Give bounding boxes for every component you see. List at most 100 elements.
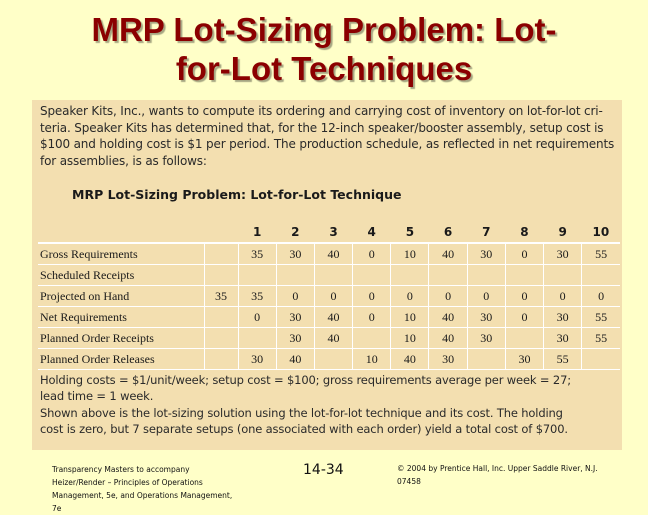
- period-header: 4: [352, 222, 391, 244]
- lot-sizing-table: 1 2 3 4 5 6 7 8 9 10 Gross Requirements 35 30 40 0 10 40…: [38, 222, 620, 370]
- period-value-cell: 0: [352, 306, 392, 328]
- period-value-cell: [581, 264, 620, 286]
- period-value-cell: 0: [313, 285, 354, 307]
- period-value-cell: 30: [275, 306, 315, 328]
- header-blank-cell: [204, 222, 239, 244]
- period-value-cell: 30: [466, 327, 506, 349]
- intro-line: teria. Speaker Kits has determined that,…: [40, 120, 604, 135]
- period-value-cell: 55: [581, 327, 620, 349]
- table-row: Planned Order Receipts 30 40 10 40 30 30 55: [38, 327, 620, 349]
- table-row: Gross Requirements 35 30 40 0 10 40 30 0 30 55: [38, 242, 620, 265]
- period-value-cell: [352, 327, 392, 349]
- period-value-cell: 0: [543, 285, 583, 307]
- initial-value-cell: [203, 327, 239, 349]
- footer-credit-line: Transparency Masters to accompany: [52, 465, 190, 474]
- slide-title-line-1: MRP Lot-Sizing Problem: Lot-: [91, 11, 557, 48]
- period-header: 7: [467, 222, 506, 244]
- table-row: Planned Order Releases 30 40 10 40 30 30 55: [38, 348, 620, 370]
- copyright-line: 07458: [397, 477, 421, 486]
- period-value-cell: 40: [313, 242, 354, 265]
- period-value-cell: 0: [390, 285, 430, 307]
- summary-line: cost is zero, but 7 separate setups (one…: [40, 421, 568, 436]
- row-label: Net Requirements: [38, 306, 205, 328]
- period-value-cell: 0: [275, 285, 315, 307]
- period-value-cell: 0: [504, 306, 545, 328]
- footer-credit-line: Heizer/Render – Principles of Operations: [52, 478, 203, 487]
- period-value-cell: 40: [428, 306, 468, 328]
- period-value-cell: [313, 348, 354, 370]
- period-value-cell: 30: [543, 306, 583, 328]
- period-value-cell: [428, 264, 468, 286]
- period-value-cell: 55: [543, 348, 583, 370]
- intro-line: for assemblies, is as follows:: [40, 153, 207, 168]
- summary-line: Shown above is the lot-sizing solution u…: [40, 406, 563, 420]
- footer-credit-line: Management, 5e, and Operations Managemen…: [52, 491, 233, 500]
- period-value-cell: 30: [543, 242, 583, 265]
- period-value-cell: 10: [390, 327, 430, 349]
- initial-value-cell: [203, 306, 239, 328]
- period-header: 1: [238, 222, 277, 244]
- slide-title-line-2: for-Lot Techniques: [175, 50, 473, 87]
- initial-value-cell: [203, 264, 239, 286]
- period-value-cell: 30: [275, 242, 315, 265]
- period-value-cell: 55: [581, 306, 620, 328]
- intro-line: $100 and holding cost is $1 per period. …: [40, 137, 615, 151]
- period-value-cell: 55: [581, 242, 620, 265]
- period-value-cell: 40: [428, 327, 468, 349]
- footnote-line: lead time = 1 week.: [40, 388, 154, 403]
- period-value-cell: 0: [581, 285, 620, 307]
- period-value-cell: 40: [390, 348, 430, 370]
- initial-value-cell: 35: [203, 285, 239, 307]
- period-value-cell: 35: [237, 242, 277, 265]
- period-value-cell: 0: [237, 306, 277, 328]
- period-value-cell: 0: [352, 242, 392, 265]
- period-value-cell: 30: [237, 348, 277, 370]
- period-value-cell: [504, 264, 545, 286]
- period-value-cell: [313, 264, 354, 286]
- page-number: 14-34: [303, 462, 344, 478]
- footer-credits: Transparency Masters to accompany Heizer…: [52, 463, 272, 515]
- period-value-cell: [581, 348, 620, 370]
- summary-paragraph: Shown above is the lot-sizing solution u…: [40, 406, 618, 437]
- period-value-cell: 30: [466, 306, 506, 328]
- initial-value-cell: [203, 348, 239, 370]
- row-label: Planned Order Releases: [38, 348, 205, 370]
- table-title: MRP Lot-Sizing Problem: Lot-for-Lot Tech…: [72, 187, 402, 202]
- row-label: Planned Order Receipts: [38, 327, 205, 349]
- footnote-line: Holding costs = $1/unit/week; setup cost…: [40, 373, 571, 387]
- period-value-cell: [237, 327, 277, 349]
- period-header: 10: [581, 222, 620, 244]
- period-header: 5: [390, 222, 429, 244]
- period-value-cell: 0: [504, 285, 545, 307]
- period-header: 3: [314, 222, 353, 244]
- period-value-cell: [543, 264, 583, 286]
- slide-title: MRP Lot-Sizing Problem: Lot- for-Lot Tec…: [0, 10, 648, 88]
- content-panel: Speaker Kits, Inc., wants to compute its…: [32, 100, 622, 450]
- period-value-cell: 10: [352, 348, 392, 370]
- cost-footnote: Holding costs = $1/unit/week; setup cost…: [40, 373, 618, 404]
- period-value-cell: 30: [504, 348, 545, 370]
- period-value-cell: 10: [390, 306, 430, 328]
- initial-value-cell: [203, 242, 239, 265]
- table-row: Scheduled Receipts: [38, 264, 620, 286]
- period-value-cell: 40: [313, 327, 354, 349]
- period-value-cell: [466, 264, 506, 286]
- row-label: Gross Requirements: [38, 242, 205, 265]
- table-row: Projected on Hand 35 35 0 0 0 0 0 0 0 0 0: [38, 285, 620, 307]
- period-value-cell: 35: [237, 285, 277, 307]
- intro-line: Speaker Kits, Inc., wants to compute its…: [40, 104, 603, 118]
- table-row: Net Requirements 0 30 40 0 10 40 30 0 30 55: [38, 306, 620, 328]
- period-header: 8: [505, 222, 544, 244]
- period-value-cell: 30: [543, 327, 583, 349]
- copyright-line: © 2004 by Prentice Hall, Inc. Upper Sadd…: [397, 464, 598, 473]
- row-label: Projected on Hand: [38, 285, 205, 307]
- period-value-cell: [504, 327, 545, 349]
- intro-paragraph: Speaker Kits, Inc., wants to compute its…: [40, 103, 618, 169]
- period-value-cell: 0: [428, 285, 468, 307]
- period-value-cell: 30: [428, 348, 468, 370]
- period-value-cell: 40: [313, 306, 354, 328]
- period-value-cell: [352, 264, 392, 286]
- footer-copyright: © 2004 by Prentice Hall, Inc. Upper Sadd…: [397, 462, 637, 488]
- period-value-cell: [390, 264, 430, 286]
- row-label: Scheduled Receipts: [38, 264, 205, 286]
